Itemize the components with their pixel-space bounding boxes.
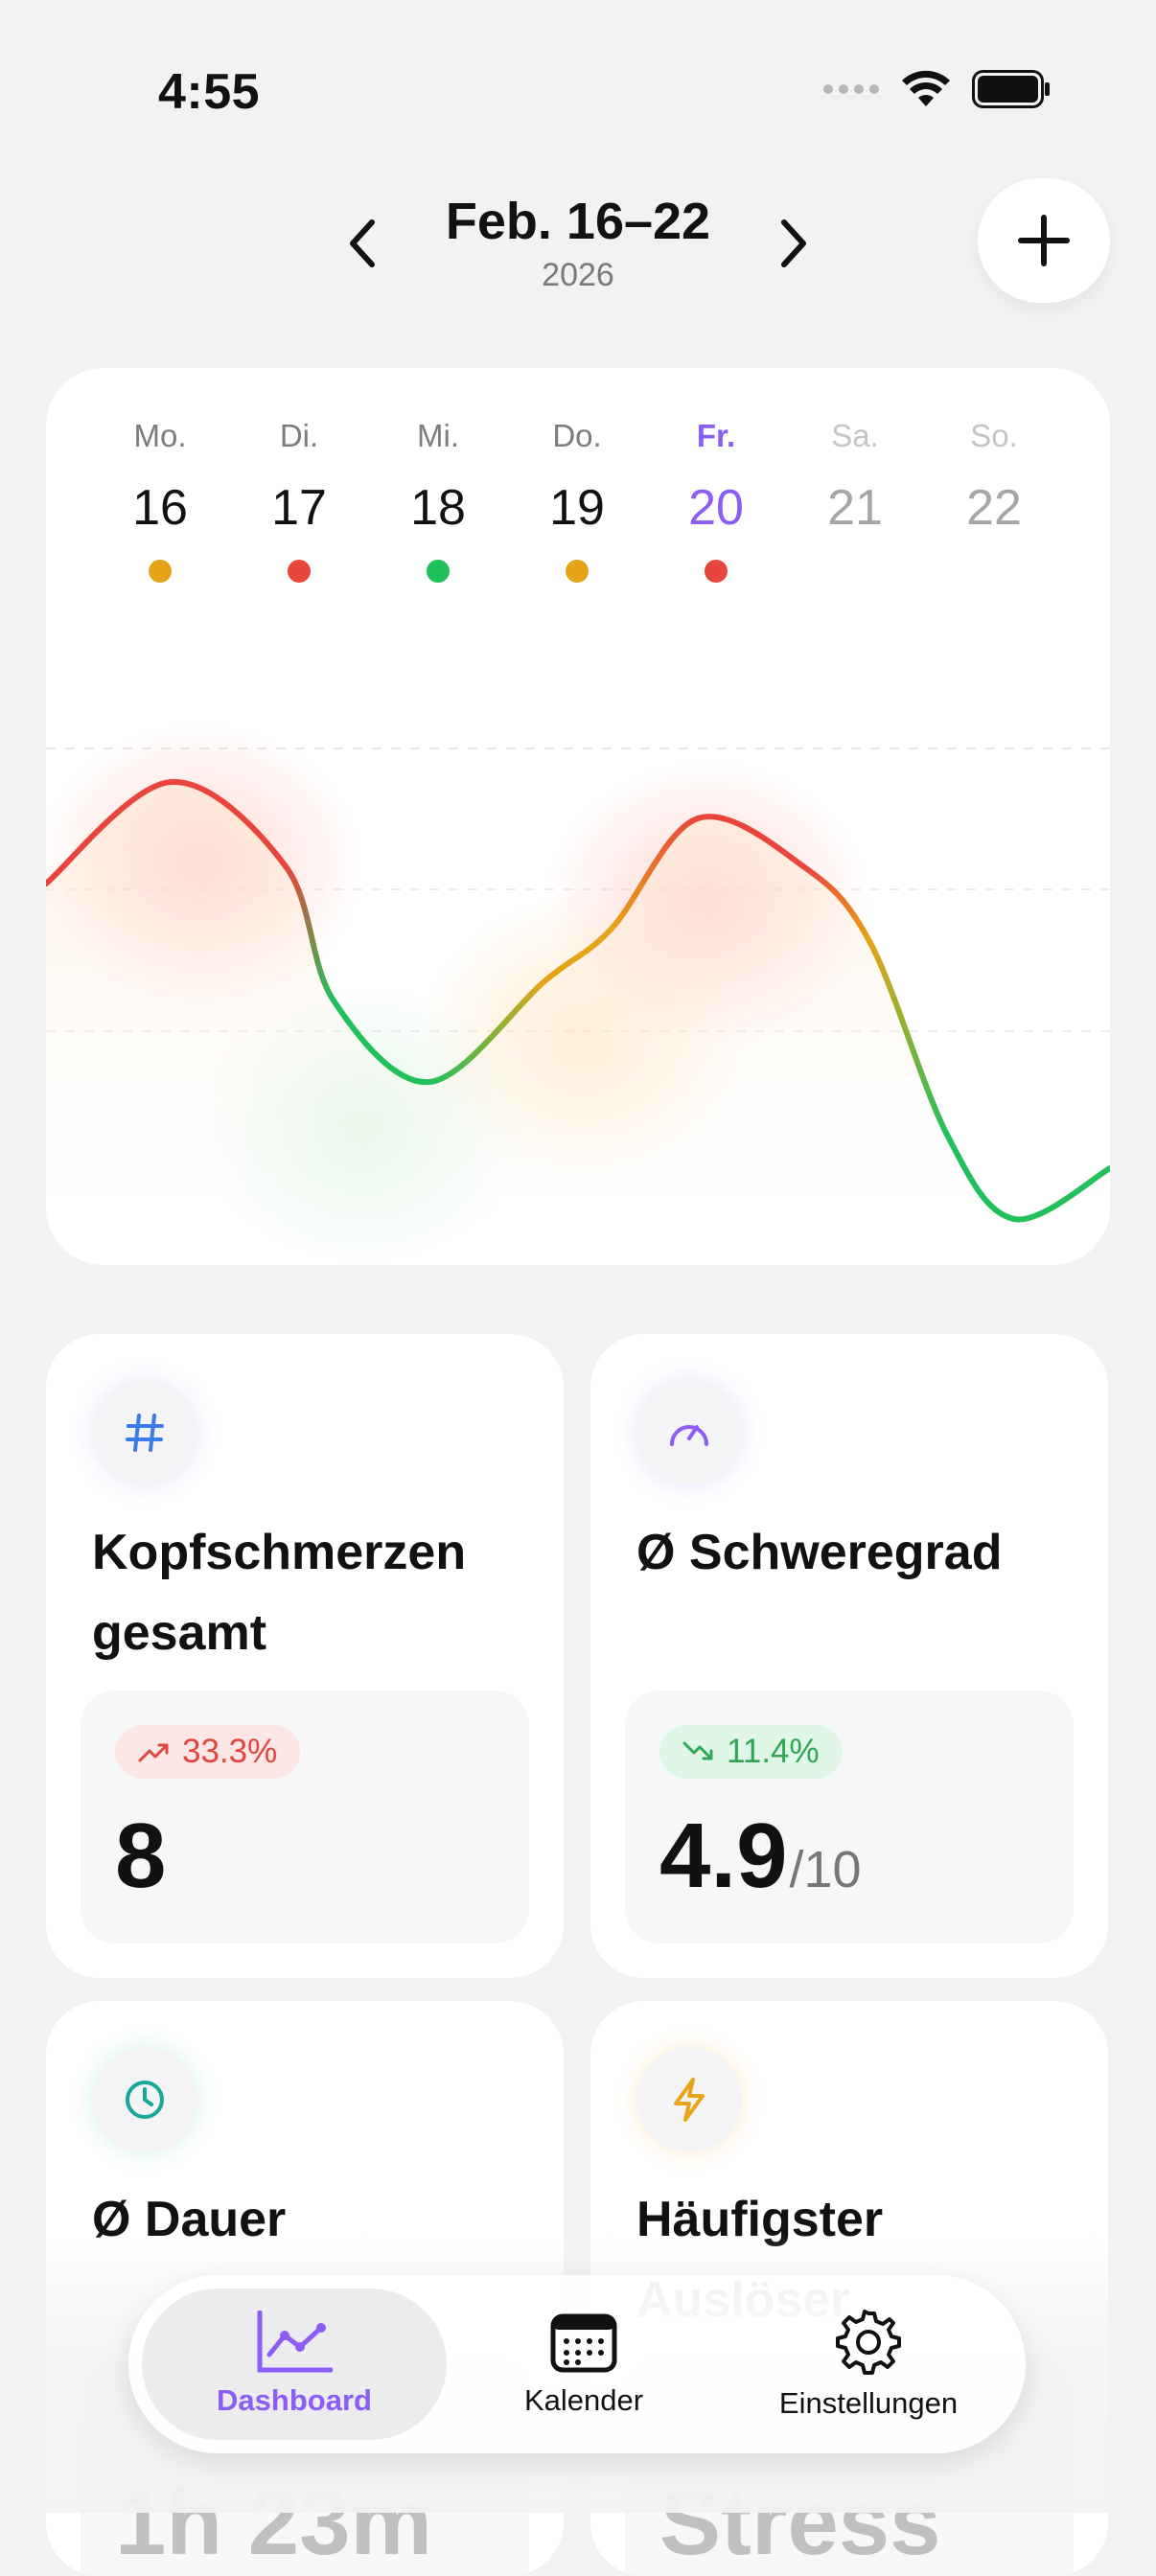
add-entry-button[interactable] [978,178,1110,303]
day-18[interactable]: Mi. 18 [381,418,496,583]
gear-icon [836,2310,901,2375]
tab-label: Einstellungen [778,2386,959,2420]
trend-line-segment [46,779,173,886]
severity-dot [288,560,311,583]
trend-line-segment [609,816,701,932]
stat-title: Ø Schweregrad [636,1525,1003,1580]
day-number: 19 [549,480,605,536]
trend-line-segment [542,926,614,984]
trend-line-segment [867,940,950,1138]
day-number: 22 [966,480,1022,536]
battery-icon [972,69,1051,113]
day-number: 17 [271,480,327,536]
tab-dashboard[interactable]: Dashboard [142,2288,447,2440]
day-21[interactable]: Sa. 21 [798,418,913,537]
week-range-title: Feb. 16–22 [445,193,711,250]
trend-line-segment [331,998,432,1086]
severity-dot [427,560,450,583]
stat-value: 8 [115,1804,166,1909]
day-number: 21 [827,480,883,536]
hash-icon [92,1380,197,1485]
trend-badge: 33.3% [115,1725,301,1779]
tab-label: Kalender [523,2383,644,2417]
bolt-icon [636,2047,742,2152]
trend-down-icon [682,1741,713,1760]
chevron-left-icon [350,219,375,267]
day-17[interactable]: Di. 17 [242,418,357,583]
tab-bar: Dashboard Kalender Einstellungen [128,2275,1026,2453]
status-icons [822,67,1051,115]
trend-line-segment [944,1132,1017,1222]
day-16[interactable]: Mo. 16 [103,418,218,583]
day-name: Mo. [133,418,187,453]
plus-icon [1018,215,1070,266]
stat-value: 4.9/10 [659,1804,862,1909]
day-name: Fr. [696,418,736,453]
gauge-icon [636,1380,742,1485]
severity-dot [566,560,589,583]
day-name: Mi. [417,418,459,453]
severity-dot [705,560,728,583]
stat-card-avg-severity[interactable]: Ø Schweregrad 11.4% 4.9/10 [590,1334,1108,1978]
next-week-button[interactable] [755,205,832,282]
stat-number: 8 [115,1805,167,1907]
stat-value-panel: 33.3% 8 [81,1690,529,1944]
stat-value-panel: 11.4% 4.9/10 [625,1690,1074,1944]
chevron-right-icon [781,219,806,267]
day-name: So. [970,418,1018,453]
trend-percent: 33.3% [182,1733,278,1770]
cellular-signal-icon [822,82,880,101]
severity-trend-chart [46,723,1110,1265]
trend-badge: 11.4% [659,1725,843,1779]
day-22[interactable]: So. 22 [936,418,1052,537]
trend-percent: 11.4% [727,1733,820,1770]
previous-week-button[interactable] [324,205,401,282]
trend-up-icon [138,1743,169,1762]
week-year: 2026 [542,257,614,293]
trend-line-segment [427,978,547,1085]
stat-unit: /10 [789,1841,862,1898]
day-19[interactable]: Do. 19 [520,418,635,583]
trend-line-segment [800,863,873,946]
status-time: 4:55 [158,64,261,120]
day-number: 20 [688,480,744,536]
trend-line-segment [1011,1165,1110,1223]
stat-title: Kopfschmerzen gesamt [92,1525,467,1661]
clock-icon [92,2047,197,2152]
day-20[interactable]: Fr. 20 [659,418,774,583]
stat-card-total-headaches[interactable]: Kopfschmerzen gesamt 33.3% 8 [46,1334,564,1978]
trend-line-segment [695,814,806,869]
chart-line-icon [257,2311,333,2373]
day-name: Sa. [831,418,879,453]
day-number: 16 [132,480,188,536]
day-number: 18 [410,480,466,536]
trend-line-segment [283,863,336,1003]
stat-number: 4.9 [659,1805,788,1907]
day-name: Di. [279,418,319,453]
day-name: Do. [552,418,602,453]
tab-label: Dashboard [217,2383,372,2417]
wifi-icon [901,70,951,113]
tab-einstellungen[interactable]: Einstellungen [725,2288,1012,2440]
severity-dot [149,560,172,583]
calendar-icon [550,2313,617,2373]
week-overview-card: Mo. 16 Di. 17 Mi. 18 Do. 19 Fr. 20 Sa. 21 So. 22 [46,368,1110,1265]
trend-line-segment [168,778,289,869]
tab-kalender[interactable]: Kalender [464,2288,704,2440]
